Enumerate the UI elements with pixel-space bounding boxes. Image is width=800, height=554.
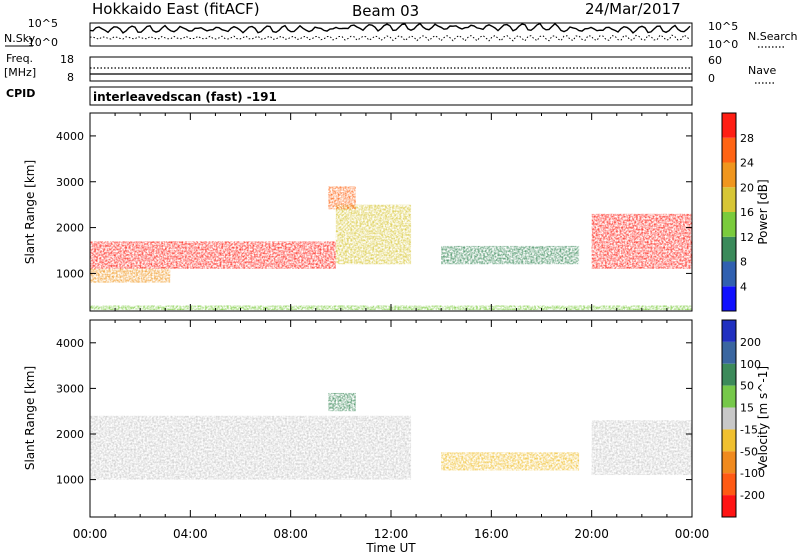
velocity-colorbar-segment-4 <box>722 407 736 430</box>
velocity-colorbar-segment-3 <box>722 385 736 408</box>
power-ytick-label-2: 3000 <box>56 176 84 189</box>
power-colorbar-segment-0 <box>722 286 736 311</box>
time-tick-label-2: 08:00 <box>273 527 308 541</box>
freq-unit-label: [MHz] <box>4 66 36 79</box>
power-region-5 <box>591 213 692 269</box>
noise-search-line <box>90 34 691 42</box>
noise-tick-top-right: 10^5 <box>708 20 738 33</box>
time-tick-label-1: 04:00 <box>173 527 208 541</box>
power-colorbar-label: Power [dB] <box>756 179 770 244</box>
nave-tick-top: 60 <box>708 54 722 67</box>
station-title: Hokkaido East (fitACF) <box>92 0 260 18</box>
power-region-2 <box>335 204 412 265</box>
power-colorbar-segment-5 <box>722 162 736 188</box>
power-region-0 <box>90 241 336 269</box>
power-colorbar-tick-1: 8 <box>740 256 747 269</box>
velocity-colorbar-tick-6: -100 <box>740 467 765 480</box>
velocity-region-1 <box>328 392 356 412</box>
nave-label: Nave <box>748 64 776 77</box>
velocity-colorbar-segment-7 <box>722 473 736 496</box>
cpid-label: CPID <box>6 87 35 100</box>
velocity-axes: 1000 2000 3000 4000 <box>56 320 693 517</box>
power-ytick-label-1: 2000 <box>56 222 84 235</box>
power-colorbar-tick-4: 20 <box>740 181 754 194</box>
velocity-region-0 <box>90 415 412 480</box>
velocity-colorbar: 200 100 50 15 -15 -50 -100 -200 <box>721 319 765 518</box>
time-tick-label-5: 20:00 <box>574 527 609 541</box>
velocity-colorbar-segment-2 <box>722 363 736 386</box>
velocity-ytick-label-3: 4000 <box>56 337 84 350</box>
power-ytick-label-0: 1000 <box>56 267 84 280</box>
velocity-colorbar-tick-3: 15 <box>740 402 754 415</box>
power-colorbar-segment-4 <box>722 187 736 212</box>
velocity-colorbar-tick-4: -15 <box>740 423 758 436</box>
noise-tick-top-left: 10^5 <box>28 17 58 30</box>
noise-tick-bottom-left: 10^0 <box>28 36 58 49</box>
power-region-3 <box>328 186 356 210</box>
power-colorbar-segment-1 <box>722 261 736 287</box>
power-colorbar-tick-3: 16 <box>740 206 754 219</box>
velocity-colorbar-tick-2: 50 <box>740 380 754 393</box>
velocity-colorbar-segment-0 <box>722 320 736 342</box>
time-tick-label-0: 00:00 <box>73 527 108 541</box>
nsearch-label: N.Search <box>748 30 798 43</box>
velocity-region-3 <box>591 420 692 476</box>
power-colorbar: 4 8 12 16 20 24 28 <box>721 112 754 312</box>
velocity-colorbar-segment-5 <box>722 429 736 452</box>
power-axes: 1000 2000 3000 4000 <box>56 113 693 311</box>
power-colorbar-segment-7 <box>722 113 736 138</box>
freq-tick-bottom: 8 <box>67 71 74 84</box>
velocity-colorbar-tick-0: 200 <box>740 336 761 349</box>
power-colorbar-tick-2: 12 <box>740 231 754 244</box>
velocity-colorbar-tick-7: -200 <box>740 489 765 502</box>
date-title: 24/Mar/2017 <box>585 0 681 18</box>
velocity-colorbar-frame <box>721 319 737 518</box>
power-heatmap <box>90 186 692 311</box>
power-ylabel: Slant Range [km] <box>23 160 37 264</box>
time-axis: 00:00 04:00 08:00 12:00 16:00 20:00 00:00 <box>73 527 710 541</box>
time-axis-label: Time UT <box>365 541 416 554</box>
power-colorbar-frame <box>721 112 737 312</box>
freq-tick-top: 18 <box>60 53 74 66</box>
power-colorbar-tick-0: 4 <box>740 280 747 293</box>
velocity-ytick-label-1: 2000 <box>56 428 84 441</box>
cpid-text: interleavedscan (fast) -191 <box>93 90 277 104</box>
cpid-panel-frame <box>89 86 693 106</box>
power-colorbar-segment-3 <box>722 212 736 237</box>
noise-panel-frame <box>89 22 693 47</box>
power-colorbar-segment-6 <box>722 137 736 163</box>
time-tick-label-3: 12:00 <box>374 527 409 541</box>
freq-panel-frame <box>89 56 693 82</box>
velocity-region-2 <box>441 452 580 471</box>
power-ytick-label-3: 4000 <box>56 130 84 143</box>
velocity-colorbar-tick-1: 100 <box>740 358 761 371</box>
velocity-heatmap <box>90 392 692 480</box>
time-tick-label-4: 16:00 <box>474 527 509 541</box>
power-colorbar-tick-5: 24 <box>740 157 754 170</box>
beam-title: Beam 03 <box>352 2 419 20</box>
freq-label: Freq. <box>6 52 33 65</box>
time-tick-label-6: 00:00 <box>675 527 710 541</box>
power-colorbar-segment-2 <box>722 236 736 262</box>
velocity-ytick-label-0: 1000 <box>56 474 84 487</box>
nave-tick-bottom: 0 <box>708 72 715 85</box>
power-colorbar-tick-6: 28 <box>740 132 754 145</box>
power-region-1 <box>90 268 171 283</box>
velocity-colorbar-label: Velocity [m s^-1] <box>756 366 770 470</box>
power-region-4 <box>441 245 580 265</box>
velocity-colorbar-tick-5: -50 <box>740 445 758 458</box>
velocity-ylabel: Slant Range [km] <box>23 366 37 470</box>
noise-tick-bottom-right: 10^0 <box>708 38 738 51</box>
noise-sky-line <box>89 22 691 34</box>
velocity-colorbar-segment-6 <box>722 451 736 474</box>
velocity-colorbar-segment-8 <box>722 495 736 517</box>
nsky-label: N.Sky <box>4 32 36 45</box>
velocity-colorbar-segment-1 <box>722 341 736 364</box>
velocity-ytick-label-2: 3000 <box>56 382 84 395</box>
